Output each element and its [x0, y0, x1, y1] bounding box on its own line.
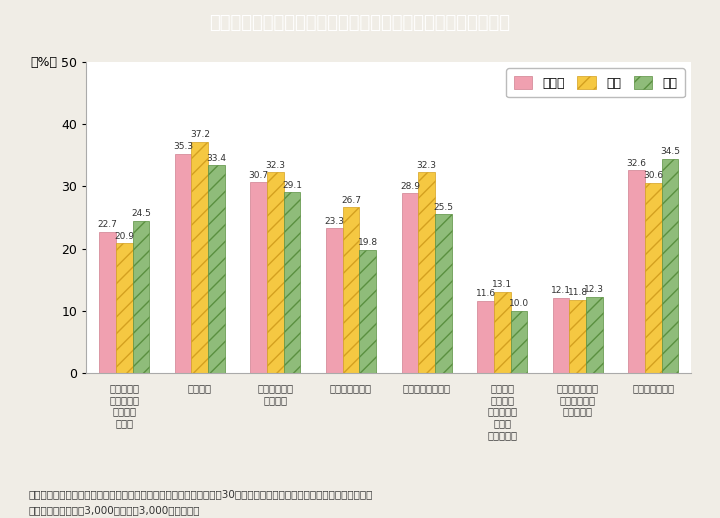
Bar [343, 207, 359, 373]
Text: 大学等での
職業実践力
育成プロ
グラム: 大学等での 職業実践力 育成プロ グラム [109, 383, 139, 428]
Text: 28.9: 28.9 [400, 182, 420, 191]
Bar [99, 232, 116, 373]
Bar [553, 298, 570, 373]
Bar [359, 250, 376, 373]
Bar [251, 182, 267, 373]
Text: 32.6: 32.6 [627, 159, 647, 168]
Text: 求職者支援制度: 求職者支援制度 [330, 383, 372, 393]
Y-axis label: （%）: （%） [30, 56, 58, 69]
Text: 30.6: 30.6 [644, 171, 663, 180]
Text: 20.9: 20.9 [114, 232, 134, 240]
Bar [208, 165, 225, 373]
Text: 自治体の創業・
起業に関する
教室・講座: 自治体の創業・ 起業に関する 教室・講座 [557, 383, 599, 416]
Text: ２．女性3,000人，男性3,000人が回答。: ２．女性3,000人，男性3,000人が回答。 [29, 505, 200, 515]
Bar [267, 172, 284, 373]
Text: 32.3: 32.3 [417, 161, 436, 170]
Text: 公共職業能力
開発施設: 公共職業能力 開発施設 [258, 383, 294, 405]
Bar [510, 311, 527, 373]
Text: 自治体の
男女共同
センターに
おける
教室・講座: 自治体の 男女共同 センターに おける 教室・講座 [487, 383, 517, 440]
Bar [586, 296, 603, 373]
Bar [418, 172, 435, 373]
Text: 12.1: 12.1 [552, 286, 571, 295]
Bar [477, 301, 494, 373]
Bar [402, 193, 418, 373]
Bar [570, 299, 586, 373]
Bar [175, 153, 192, 373]
Text: 11.6: 11.6 [475, 290, 495, 298]
Text: 13.1: 13.1 [492, 280, 512, 289]
Bar [494, 292, 510, 373]
Text: Ｉ－４－４図　学び直しのための機会や方法についての認知度: Ｉ－４－４図 学び直しのための機会や方法についての認知度 [210, 15, 510, 32]
Bar [284, 192, 300, 373]
Bar [629, 170, 645, 373]
Legend: 男女計, 女性, 男性: 男女計, 女性, 男性 [506, 68, 685, 97]
Text: 34.5: 34.5 [660, 147, 680, 156]
Text: 29.1: 29.1 [282, 181, 302, 190]
Text: 12.3: 12.3 [585, 285, 604, 294]
Text: 33.4: 33.4 [207, 154, 226, 163]
Bar [435, 214, 451, 373]
Text: 10.0: 10.0 [509, 299, 529, 308]
Text: どれも知らない: どれも知らない [632, 383, 675, 393]
Bar [116, 243, 132, 373]
Text: 放送大学: 放送大学 [188, 383, 212, 393]
Text: 24.5: 24.5 [131, 209, 150, 218]
Bar [645, 183, 662, 373]
Bar [662, 159, 678, 373]
Bar [326, 228, 343, 373]
Text: 37.2: 37.2 [190, 130, 210, 139]
Text: 35.3: 35.3 [173, 142, 193, 151]
Text: 26.7: 26.7 [341, 195, 361, 205]
Bar [192, 142, 208, 373]
Text: 教育訓練給付制度: 教育訓練給付制度 [402, 383, 451, 393]
Text: 32.3: 32.3 [266, 161, 285, 170]
Text: 22.7: 22.7 [98, 220, 117, 229]
Text: 25.5: 25.5 [433, 203, 453, 212]
Text: 23.3: 23.3 [325, 217, 344, 226]
Text: 11.8: 11.8 [568, 288, 588, 297]
Bar [132, 221, 149, 373]
Text: 19.8: 19.8 [358, 238, 378, 248]
Text: 30.7: 30.7 [248, 170, 269, 180]
Text: （備考）　１．「多様な選択を可能にする学びに関する調査」（平成30年度内閣府委託調査・株式会社創建）より作成。: （備考） １．「多様な選択を可能にする学びに関する調査」（平成30年度内閣府委託… [29, 490, 373, 499]
